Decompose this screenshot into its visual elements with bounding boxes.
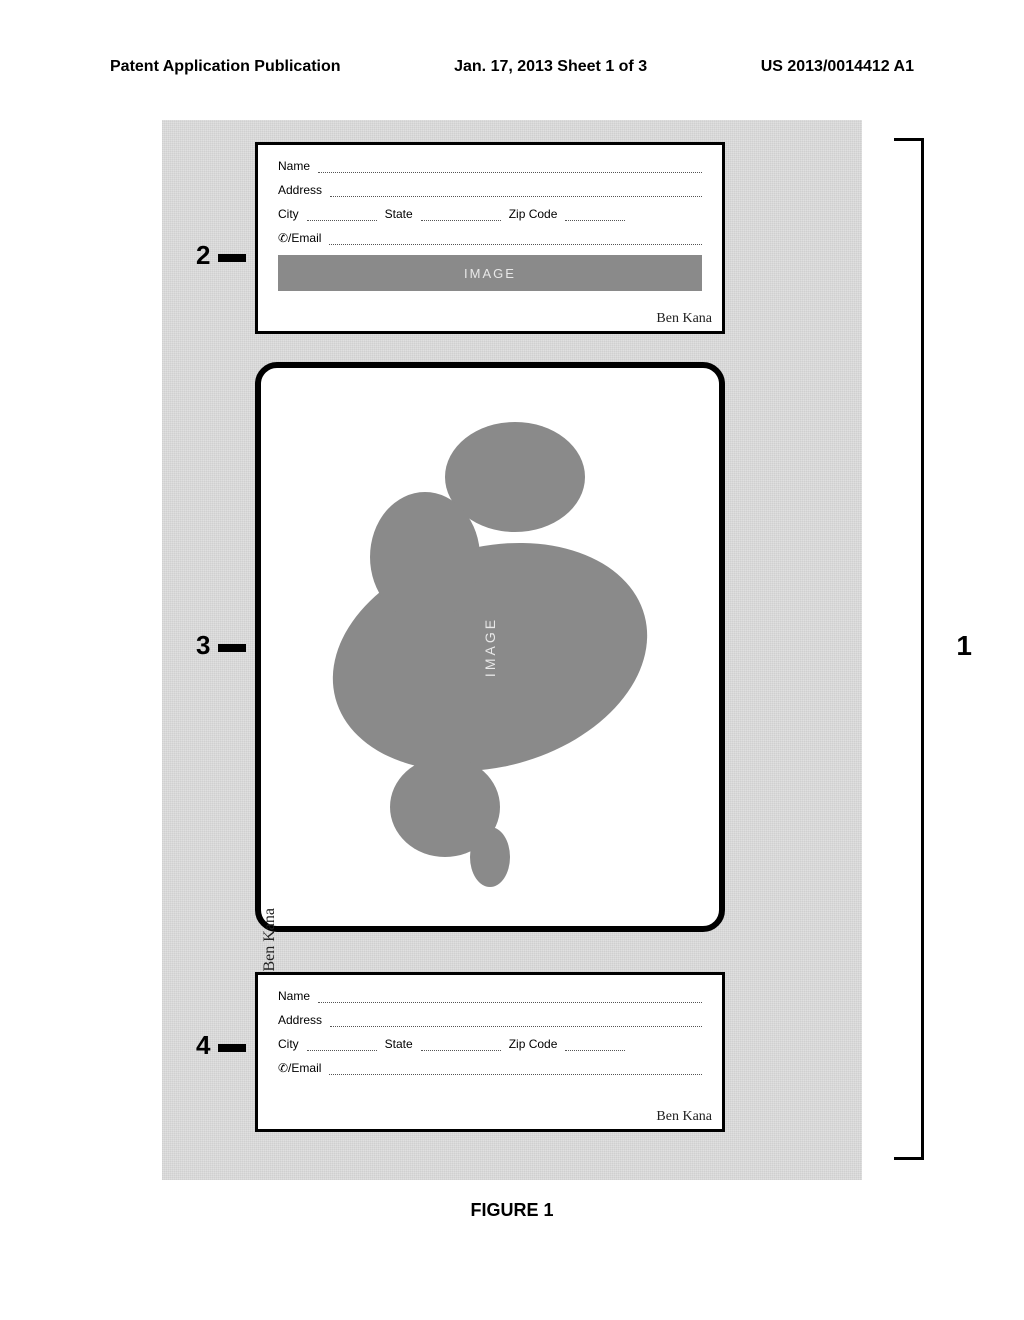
header-center: Jan. 17, 2013 Sheet 1 of 3 [454,58,647,76]
underline [307,209,377,221]
label-address: Address [278,183,322,197]
underline [421,209,501,221]
underline [565,209,625,221]
underline [565,1039,625,1051]
underline [421,1039,501,1051]
header-left: Patent Application Publication [110,58,341,76]
reference-numeral-4: 4 [196,1030,210,1061]
label-name: Name [278,989,310,1003]
label-zip: Zip Code [509,207,558,221]
label-city: City [278,1037,299,1051]
image-placeholder-bar: IMAGE [278,255,702,291]
label-zip: Zip Code [509,1037,558,1051]
reference-tick-3 [218,644,246,652]
underline [330,1015,702,1027]
image-bar-label: IMAGE [464,266,516,281]
underline [329,1063,702,1075]
form-row-city-state-zip: City State Zip Code [278,1037,702,1051]
label-phone-email: ✆/Email [278,231,321,245]
form-card-top: Name Address City State Zip Code ✆/Email… [255,142,725,334]
underline [307,1039,377,1051]
underline [318,161,702,173]
form-row-name: Name [278,159,702,173]
image-card-main: IMAGE Ben Kana [255,362,725,932]
page-header: Patent Application Publication Jan. 17, … [0,58,1024,76]
signature-vertical: Ben Kana [261,908,279,972]
form-card-bottom: Name Address City State Zip Code ✆/Email… [255,972,725,1132]
label-state: State [385,207,413,221]
figure-caption: FIGURE 1 [0,1200,1024,1221]
signature-top: Ben Kana [656,311,712,327]
form-row-city-state-zip: City State Zip Code [278,207,702,221]
reference-numeral-3: 3 [196,630,210,661]
image-label-vertical: IMAGE [482,617,498,677]
underline [318,991,702,1003]
label-name: Name [278,159,310,173]
reference-tick-4 [218,1044,246,1052]
reference-numeral-2: 2 [196,240,210,271]
signature-bottom: Ben Kana [656,1109,712,1125]
reference-numeral-1: 1 [956,630,972,662]
bracket-1 [894,138,924,1160]
underline [329,233,702,245]
reference-tick-2 [218,254,246,262]
label-city: City [278,207,299,221]
label-address: Address [278,1013,322,1027]
form-row-name: Name [278,989,702,1003]
header-right: US 2013/0014412 A1 [761,58,914,76]
form-row-phone-email: ✆/Email [278,1061,702,1075]
form-row-address: Address [278,1013,702,1027]
form-row-phone-email: ✆/Email [278,231,702,245]
label-state: State [385,1037,413,1051]
underline [330,185,702,197]
label-phone-email: ✆/Email [278,1061,321,1075]
form-row-address: Address [278,183,702,197]
